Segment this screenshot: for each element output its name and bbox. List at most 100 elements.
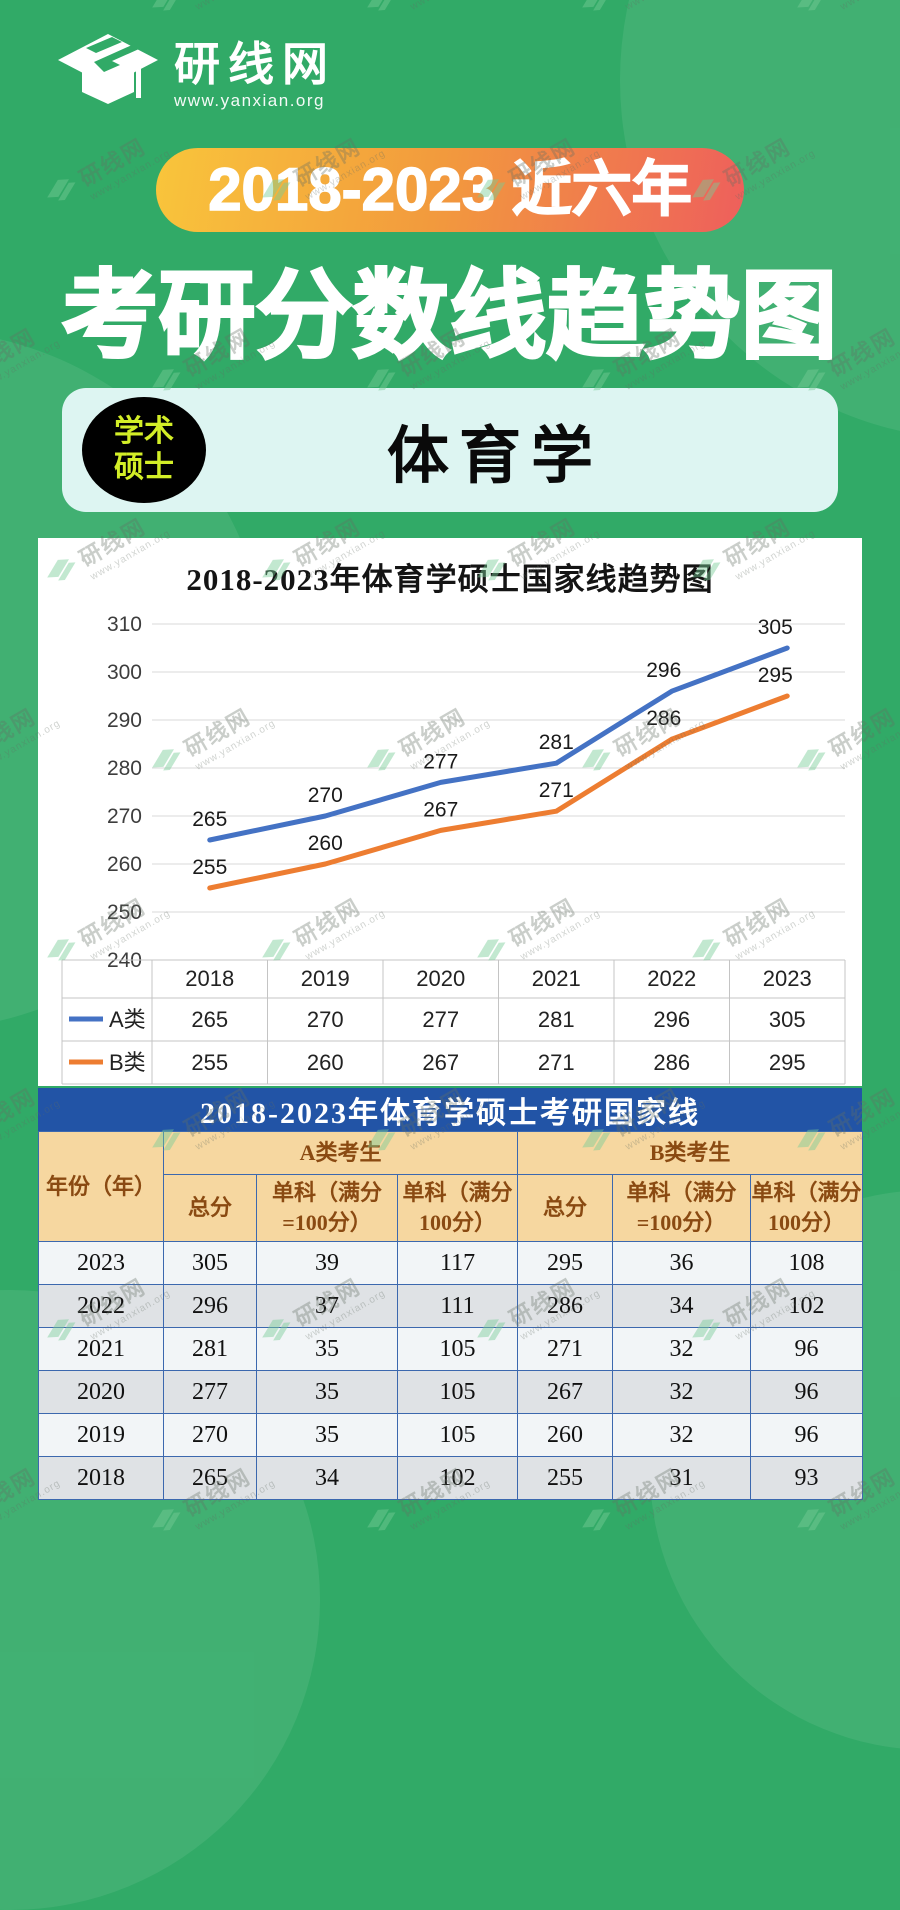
table-cell: 34 xyxy=(256,1456,398,1500)
col-header-single-over100-a: 单科（满分100分） xyxy=(396,1174,519,1242)
score-table-wrap: 年份（年） A类考生 B类考生 总分 单科（满分=100分） 单科（满分100分… xyxy=(38,1131,864,1500)
data-label: 277 xyxy=(423,750,458,773)
chart-table-value: 295 xyxy=(769,1050,806,1075)
y-tick-label: 270 xyxy=(107,805,142,828)
y-tick-label: 290 xyxy=(107,709,142,732)
table-cell: 2021 xyxy=(38,1327,164,1371)
subject-card: 学术 硕士 体育学 xyxy=(62,388,838,512)
chart-table-value: 286 xyxy=(653,1050,690,1075)
score-table: 年份（年） A类考生 B类考生 总分 单科（满分=100分） 单科（满分100分… xyxy=(38,1131,864,1500)
table-cell: 32 xyxy=(612,1327,752,1371)
table-cell: 267 xyxy=(517,1370,614,1414)
data-label: 281 xyxy=(539,731,574,754)
chart-table-value: 255 xyxy=(191,1050,228,1075)
table-cell: 270 xyxy=(163,1413,257,1457)
table-cell: 105 xyxy=(396,1413,519,1457)
watermark-cap-icon xyxy=(367,1509,396,1531)
degree-tag-line1: 学术 xyxy=(114,415,174,448)
watermark-url: www.yanxian.org xyxy=(194,0,278,13)
legend-label: B类 xyxy=(109,1050,146,1075)
data-label: 267 xyxy=(423,798,458,821)
y-tick-label: 250 xyxy=(107,901,142,924)
data-label: 286 xyxy=(646,707,681,730)
table-cell: 105 xyxy=(396,1370,519,1414)
table-cell: 93 xyxy=(750,1456,864,1500)
chart-table-value: 281 xyxy=(538,1007,575,1032)
watermark-cap-icon xyxy=(152,0,181,11)
chart-table-year: 2021 xyxy=(532,966,581,991)
col-header-single100-b: 单科（满分=100分） xyxy=(612,1174,752,1242)
chart-table-year: 2020 xyxy=(416,966,465,991)
table-cell: 260 xyxy=(517,1413,614,1457)
watermark-text: 研线网 xyxy=(178,0,256,3)
table-cell: 286 xyxy=(517,1284,614,1328)
data-label: 271 xyxy=(539,779,574,802)
brand-url: www.yanxian.org xyxy=(174,91,326,111)
chart-title: 2018-2023年体育学硕士国家线趋势图 xyxy=(186,562,714,597)
table-row: 2018 265 34 102 255 31 93 xyxy=(38,1456,864,1500)
watermark-text: 研线网 xyxy=(393,0,471,3)
score-table-title: 2018-2023年体育学硕士考研国家线 xyxy=(38,1088,862,1131)
table-cell: 2023 xyxy=(38,1241,164,1285)
table-cell: 108 xyxy=(750,1241,864,1285)
col-group-a: A类考生 xyxy=(162,1131,519,1175)
y-tick-label: 260 xyxy=(107,853,142,876)
table-cell: 2019 xyxy=(38,1413,164,1457)
trend-chart-panel: 2018-2023年体育学硕士国家线趋势图 240 250 260 270 280 290… xyxy=(38,538,862,1086)
table-cell: 102 xyxy=(396,1456,519,1500)
degree-tag-line2: 硕士 xyxy=(114,451,174,484)
table-cell: 2020 xyxy=(38,1370,164,1414)
chart-table-year: 2023 xyxy=(763,966,812,991)
chart-table-value: 267 xyxy=(422,1050,459,1075)
chart-table-value: 296 xyxy=(653,1007,690,1032)
watermark-text: 研线网 xyxy=(0,1083,41,1142)
table-cell: 111 xyxy=(396,1284,519,1328)
table-cell: 305 xyxy=(163,1241,257,1285)
table-cell: 35 xyxy=(256,1370,398,1414)
watermark-cap-icon xyxy=(582,1509,611,1531)
table-cell: 31 xyxy=(612,1456,752,1500)
table-row: 2021 281 35 105 271 32 96 xyxy=(38,1327,864,1371)
table-cell: 281 xyxy=(163,1327,257,1371)
table-cell: 271 xyxy=(517,1327,614,1371)
table-cell: 35 xyxy=(256,1413,398,1457)
watermark-cap-icon xyxy=(582,0,611,11)
col-header-year: 年份（年） xyxy=(38,1131,164,1242)
table-row: 2023 305 39 117 295 36 108 xyxy=(38,1241,864,1285)
page-title: 考研分数线趋势图 xyxy=(61,262,839,372)
table-cell: 255 xyxy=(517,1456,614,1500)
table-cell: 32 xyxy=(612,1413,752,1457)
data-label: 265 xyxy=(192,808,227,831)
table-cell: 35 xyxy=(256,1327,398,1371)
table-cell: 34 xyxy=(612,1284,752,1328)
table-cell: 39 xyxy=(256,1241,398,1285)
col-group-b: B类考生 xyxy=(517,1131,864,1175)
brand-name: 研线网 xyxy=(174,37,336,90)
table-cell: 117 xyxy=(396,1241,519,1285)
table-cell: 32 xyxy=(612,1370,752,1414)
chart-table-value: 277 xyxy=(422,1007,459,1032)
watermark-text: 研线网 xyxy=(0,0,41,3)
table-cell: 2022 xyxy=(38,1284,164,1328)
series-line-A类 xyxy=(207,645,790,843)
chart-table-year: 2019 xyxy=(301,966,350,991)
table-row: 2020 277 35 105 267 32 96 xyxy=(38,1370,864,1414)
legend-label: A类 xyxy=(109,1007,146,1032)
watermark-cap-icon xyxy=(367,0,396,11)
table-row: 2022 296 37 111 286 34 102 xyxy=(38,1284,864,1328)
watermark-url: www.yanxian.org xyxy=(409,0,493,13)
col-header-single-over100-b: 单科（满分100分） xyxy=(750,1174,864,1242)
y-tick-label: 300 xyxy=(107,661,142,684)
data-label: 295 xyxy=(758,664,793,687)
chart-table-year: 2018 xyxy=(185,966,234,991)
chart-table-value: 305 xyxy=(769,1007,806,1032)
table-cell: 37 xyxy=(256,1284,398,1328)
col-header-total-a: 总分 xyxy=(163,1174,257,1242)
chart-table-value: 271 xyxy=(538,1050,575,1075)
table-row: 2019 270 35 105 260 32 96 xyxy=(38,1413,864,1457)
table-cell: 96 xyxy=(750,1370,864,1414)
